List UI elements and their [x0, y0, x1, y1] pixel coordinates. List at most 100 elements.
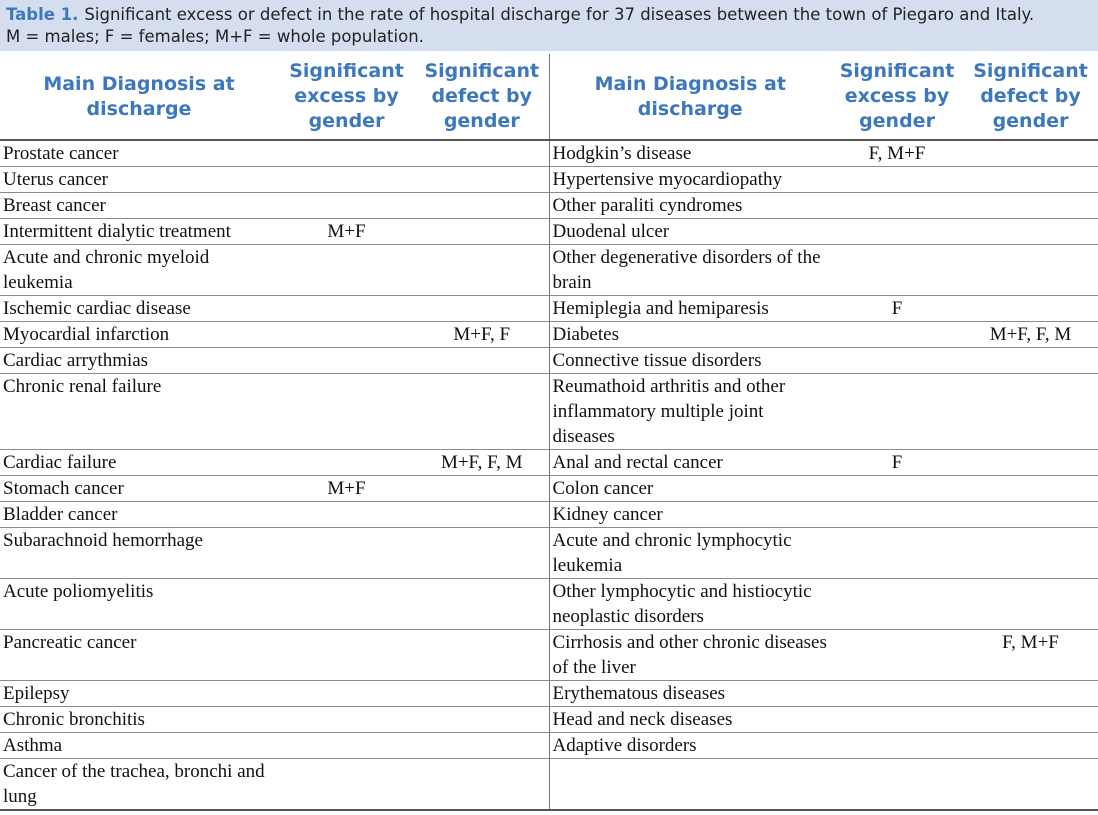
diagnosis-cell: Hemiplegia and hemiparesis	[549, 295, 831, 322]
diagnosis-cell: Head and neck diseases	[549, 706, 831, 733]
gender-cell	[415, 166, 550, 193]
gender-cell	[415, 527, 550, 579]
table-row: Prostate cancer Hodgkin’s disease F, M+F	[0, 140, 1098, 167]
gender-cell	[278, 140, 415, 167]
gender-cell	[415, 140, 550, 167]
gender-cell	[278, 347, 415, 374]
gender-cell: F, M+F	[831, 140, 963, 167]
gender-cell	[278, 732, 415, 759]
gender-cell	[831, 732, 963, 759]
diagnosis-cell: Cirrhosis and other chronic diseases of …	[549, 629, 831, 681]
gender-cell	[831, 244, 963, 296]
diagnosis-cell: Connective tissue disorders	[549, 347, 831, 374]
diagnosis-cell: Hypertensive myocardiopathy	[549, 166, 831, 193]
gender-cell	[278, 680, 415, 707]
gender-cell	[415, 629, 550, 681]
gender-cell	[278, 527, 415, 579]
gender-cell	[963, 449, 1098, 476]
table-row: Subarachnoid hemorrhage Acute and chronic…	[0, 527, 1098, 579]
diagnosis-cell: Ischemic cardiac disease	[0, 295, 278, 322]
gender-cell	[278, 373, 415, 450]
gender-cell	[415, 501, 550, 528]
diagnosis-cell: Other lymphocytic and histiocytic neopla…	[549, 578, 831, 630]
diagnosis-cell: Other degenerative disorders of the brai…	[549, 244, 831, 296]
caption-label: Table 1.	[6, 5, 79, 24]
gender-cell	[831, 706, 963, 733]
gender-cell	[963, 578, 1098, 630]
gender-cell	[278, 295, 415, 322]
gender-cell	[963, 192, 1098, 219]
gender-cell	[963, 295, 1098, 322]
gender-cell	[415, 192, 550, 219]
diagnosis-cell	[549, 758, 831, 811]
diagnosis-cell: Cardiac arrythmias	[0, 347, 278, 374]
table-row: Cancer of the trachea, bronchi and lung	[0, 758, 1098, 811]
diagnosis-cell: Myocardial infarction	[0, 321, 278, 348]
diagnosis-cell: Prostate cancer	[0, 140, 278, 167]
gender-cell	[278, 321, 415, 348]
table-row: Cardiac arrythmias Connective tissue diso…	[0, 347, 1098, 374]
gender-cell	[415, 295, 550, 322]
table-row: Pancreatic cancer Cirrhosis and other chr…	[0, 629, 1098, 681]
table-row: Chronic renal failure Reumathoid arthriti…	[0, 373, 1098, 450]
gender-cell	[963, 527, 1098, 579]
diagnosis-cell: Asthma	[0, 732, 278, 759]
gender-cell	[278, 706, 415, 733]
diagnosis-cell: Subarachnoid hemorrhage	[0, 527, 278, 579]
gender-cell	[831, 347, 963, 374]
diagnosis-cell: Uterus cancer	[0, 166, 278, 193]
gender-cell: F	[831, 449, 963, 476]
diagnosis-cell: Other paraliti cyndromes	[549, 192, 831, 219]
caption: Table 1. Significant excess or defect in …	[0, 0, 1098, 51]
gender-cell	[963, 140, 1098, 167]
table-body: Prostate cancer Hodgkin’s disease F, M+F Ut…	[0, 140, 1098, 811]
gender-cell	[831, 758, 963, 811]
table-row: Ischemic cardiac disease Hemiplegia and h…	[0, 295, 1098, 322]
gender-cell	[831, 321, 963, 348]
gender-cell	[415, 244, 550, 296]
gender-cell	[415, 732, 550, 759]
diagnosis-cell: Erythematous diseases	[549, 680, 831, 707]
table-row: Cardiac failure M+F, F, M Anal and rectal …	[0, 449, 1098, 476]
table: Main Diagnosis at discharge Significant e…	[0, 54, 1098, 811]
gender-cell	[831, 501, 963, 528]
gender-cell	[278, 578, 415, 630]
gender-cell	[831, 475, 963, 502]
diagnosis-cell: Acute and chronic myeloid leukemia	[0, 244, 278, 296]
gender-cell	[278, 166, 415, 193]
table-row: Stomach cancer M+F Colon cancer	[0, 475, 1098, 502]
table-row: Breast cancer Other paraliti cyndromes	[0, 192, 1098, 219]
column-header: Main Diagnosis at discharge	[549, 54, 831, 141]
column-header: Significant defect by gender	[963, 54, 1098, 141]
diagnosis-cell: Breast cancer	[0, 192, 278, 219]
diagnosis-cell: Duodenal ulcer	[549, 218, 831, 245]
gender-cell	[278, 192, 415, 219]
gender-cell	[415, 218, 550, 245]
gender-cell	[831, 629, 963, 681]
diagnosis-cell: Hodgkin’s disease	[549, 140, 831, 167]
diagnosis-cell: Anal and rectal cancer	[549, 449, 831, 476]
table-row: Intermittent dialytic treatment M+F Duoden…	[0, 218, 1098, 245]
diagnosis-cell: Acute poliomyelitis	[0, 578, 278, 630]
gender-cell: M+F, F, M	[963, 321, 1098, 348]
gender-cell	[963, 166, 1098, 193]
gender-cell	[278, 501, 415, 528]
diagnosis-cell: Cardiac failure	[0, 449, 278, 476]
gender-cell: M+F	[278, 475, 415, 502]
table-row: Asthma Adaptive disorders	[0, 732, 1098, 759]
gender-cell	[278, 629, 415, 681]
gender-cell	[831, 218, 963, 245]
diagnosis-cell: Adaptive disorders	[549, 732, 831, 759]
gender-cell	[831, 680, 963, 707]
gender-cell	[963, 501, 1098, 528]
gender-cell	[278, 758, 415, 811]
diagnosis-cell: Intermittent dialytic treatment	[0, 218, 278, 245]
gender-cell	[963, 680, 1098, 707]
gender-cell	[415, 347, 550, 374]
gender-cell	[963, 732, 1098, 759]
table-row: Chronic bronchitis Head and neck diseases	[0, 706, 1098, 733]
column-header: Main Diagnosis at discharge	[0, 54, 278, 141]
gender-cell	[963, 706, 1098, 733]
diagnosis-cell: Diabetes	[549, 321, 831, 348]
